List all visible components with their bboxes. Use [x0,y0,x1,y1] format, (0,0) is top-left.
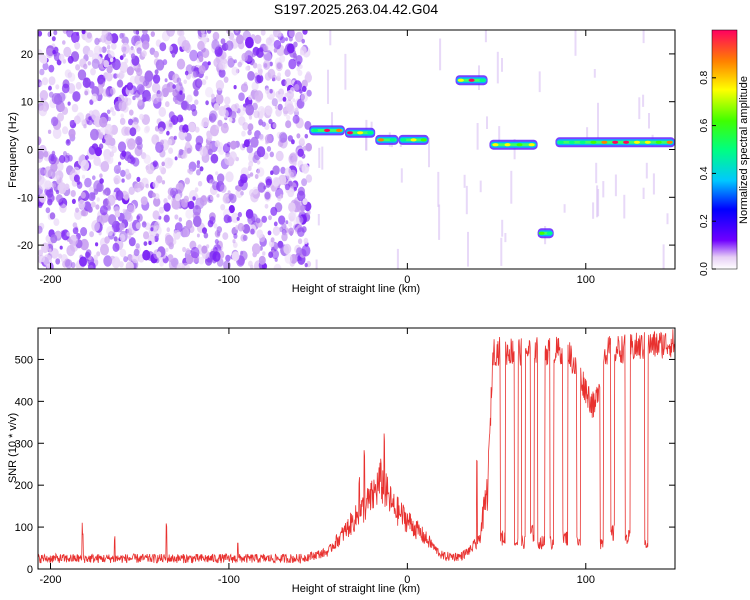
colorbar-ticks: 0.0 0.2 0.4 0.6 0.8 [699,70,716,276]
colorbar-label: Normalized spectral amplitude [738,76,750,224]
spectrogram-area [38,30,675,269]
snr-xtick-label: 100 [577,574,595,586]
spec-ytick-label: 20 [21,49,33,61]
snr-x-axis: -200 -100 0 100 [39,328,595,586]
spec-xtick-label: -100 [218,274,240,286]
spec-xtick-label: 100 [577,274,595,286]
snr-ytick-label: 100 [15,522,33,534]
noise-cloud [38,30,313,269]
colorbar-tick-label: 0.2 [699,214,710,228]
colorbar-tick-label: 0.4 [699,166,710,180]
spec-xtick-label: 0 [404,274,410,286]
spec-ytick-label: 10 [21,97,33,109]
snr-series-line [38,329,675,564]
snr-panel: -200 -100 0 100 0 100 200 300 400 500 Height of … [7,327,676,595]
segment-4 [455,75,488,86]
snr-ytick-label: 200 [15,480,33,492]
snr-y-axis: 0 100 200 300 400 500 [15,354,675,576]
colorbar-tick-label: 0.6 [699,118,710,132]
segment-6 [537,228,554,239]
snr-xtick-label: 0 [404,574,410,586]
spectral-streaks [315,30,669,269]
spectrogram-xlabel: Height of straight line (km) [292,283,420,295]
spec-ytick-label: 0 [27,145,33,157]
spec-xtick-label: -200 [39,274,61,286]
segment-3 [398,134,429,145]
spectrogram-ylabel: Frequency (Hz) [7,112,19,188]
colorbar-gradient [711,29,738,270]
spectrogram-x-axis: -200 -100 0 100 [39,30,595,286]
chart-title: S197.2025.263.04.42.G04 [274,1,438,17]
segment-0 [309,125,345,136]
snr-xtick-label: -100 [218,574,240,586]
snr-xtick-label: -200 [39,574,61,586]
segment-2 [375,134,399,145]
snr-ytick-label: 300 [15,438,33,450]
spec-ytick-label: -20 [17,240,33,252]
snr-ytick-label: 400 [15,396,33,408]
snr-ytick-label: 0 [27,564,33,576]
spectrogram-y-axis: -20 -10 0 10 20 [17,49,675,252]
segment-7 [555,137,675,148]
snr-ytick-label: 500 [15,354,33,366]
segment-5 [489,139,538,150]
segment-1 [344,127,376,138]
snr-frame [37,327,676,570]
colorbar: 0.0 0.2 0.4 0.6 0.8 Normalized spectral ampl… [699,29,750,276]
snr-xlabel: Height of straight line (km) [292,583,420,595]
colorbar-tick-label: 0.0 [699,262,710,276]
snr-ylabel: SNR (10 * v/v) [7,413,19,483]
colorbar-tick-label: 0.8 [699,70,710,84]
spec-ytick-label: -10 [17,192,33,204]
